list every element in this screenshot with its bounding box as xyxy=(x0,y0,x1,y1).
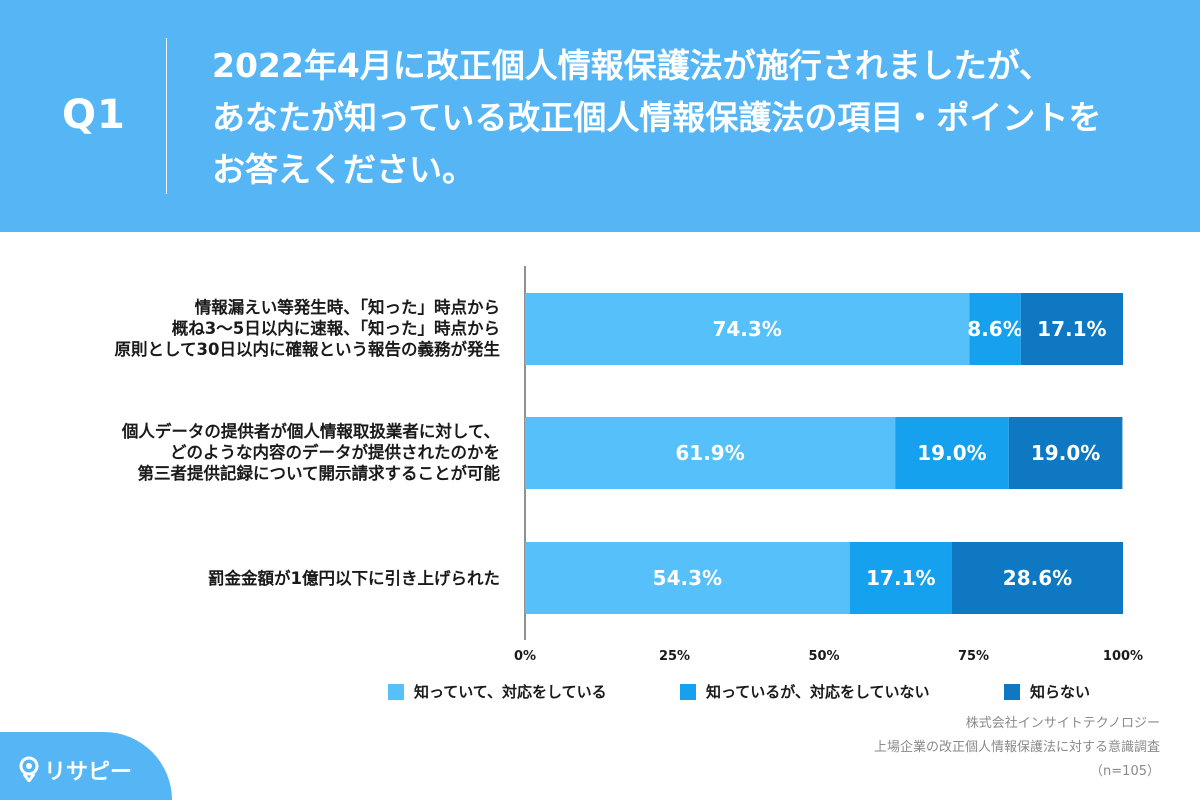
bar-segment xyxy=(525,542,850,614)
question-line: あなたが知っている改正個人情報保護法の項目・ポイントを xyxy=(212,98,1102,137)
legend-item: 知らない xyxy=(1004,681,1090,702)
bar-segment xyxy=(969,293,1021,365)
legend-swatch xyxy=(388,683,404,700)
data-label: 19.0% xyxy=(917,441,986,465)
legend-swatch xyxy=(1004,683,1020,700)
row-label-1: 情報漏えい等発生時、「知った」時点から 概ね3〜5日以内に速報、「知った」時点か… xyxy=(115,297,500,360)
row-label-line: どのような内容のデータが提供されたのかを xyxy=(170,443,500,462)
question-line: お答えください。 xyxy=(212,150,476,189)
data-label: 28.6% xyxy=(1003,566,1072,590)
source-survey: 上場企業の改正個人情報保護法に対する意識調査 xyxy=(873,740,1160,755)
x-tick-label: 50% xyxy=(808,649,839,664)
x-tick-label: 75% xyxy=(958,649,989,664)
logo-text: リサピー xyxy=(44,760,133,785)
row-label-line: 情報漏えい等発生時、「知った」時点から xyxy=(194,298,500,317)
row-label-2: 個人データの提供者が個人情報取扱業者に対して、 どのような内容のデータが提供され… xyxy=(122,421,500,484)
x-tick-label: 25% xyxy=(659,649,690,664)
row-label-line: 第三者提供記録について開示請求することが可能 xyxy=(137,464,500,483)
legend-item: 知っているが、対応をしていない xyxy=(680,681,930,702)
data-label: 61.9% xyxy=(675,441,744,465)
source-sample-size: （n=105） xyxy=(1090,764,1160,779)
question-text: 2022年4月に改正個人情報保護法が施行されましたが、 あなたが知っている改正個… xyxy=(212,40,1172,196)
header-divider xyxy=(166,38,167,194)
data-label: 19.0% xyxy=(1031,441,1100,465)
data-label: 54.3% xyxy=(653,566,722,590)
question-line: 2022年4月に改正個人情報保護法が施行されましたが、 xyxy=(212,46,1053,85)
data-label: 17.1% xyxy=(1037,317,1106,341)
source-company: 株式会社インサイトテクノロジー xyxy=(965,716,1160,731)
chart-legend: 知っていて、対応をしている 知っているが、対応をしていない 知らない xyxy=(0,681,1200,701)
legend-swatch xyxy=(680,683,696,700)
bar-segment xyxy=(1020,293,1123,365)
row-label-3: 罰金金額が1億円以下に引き上げられた xyxy=(208,568,500,589)
x-tick-label: 0% xyxy=(514,649,536,664)
row-label-line: 概ね3〜5日以内に速報、「知った」時点から xyxy=(171,319,500,338)
data-label: 8.6% xyxy=(967,317,1022,341)
stacked-bar-chart: 74.3% 8.6% 17.1% 61.9% 19.0% 19.0% 54.3% 17.1% 2… xyxy=(514,266,1143,664)
bar-segment xyxy=(849,542,952,614)
legend-label: 知っていて、対応をしている xyxy=(414,683,607,701)
legend-label: 知っているが、対応をしていない xyxy=(706,683,930,701)
question-header: Q1 2022年4月に改正個人情報保護法が施行されましたが、 あなたが知っている… xyxy=(0,0,1200,232)
row-label-line: 罰金金額が1億円以下に引き上げられた xyxy=(208,569,500,588)
legend-label: 知らない xyxy=(1030,683,1091,701)
x-tick-label: 100% xyxy=(1103,649,1143,664)
data-label: 17.1% xyxy=(866,566,935,590)
data-label: 74.3% xyxy=(712,317,781,341)
bar-segment xyxy=(895,417,1009,489)
location-pin-icon xyxy=(19,756,39,782)
bar-segment xyxy=(525,417,896,489)
row-label-line: 個人データの提供者が個人情報取扱業者に対して、 xyxy=(121,422,500,441)
row-label-line: 原則として30日以内に確報という報告の義務が発生 xyxy=(114,340,500,359)
legend-item: 知っていて、対応をしている xyxy=(388,681,607,702)
bar-segment xyxy=(1008,417,1123,489)
bar-segment xyxy=(951,542,1123,614)
bar-segment xyxy=(525,293,970,365)
question-number: Q1 xyxy=(62,92,126,138)
